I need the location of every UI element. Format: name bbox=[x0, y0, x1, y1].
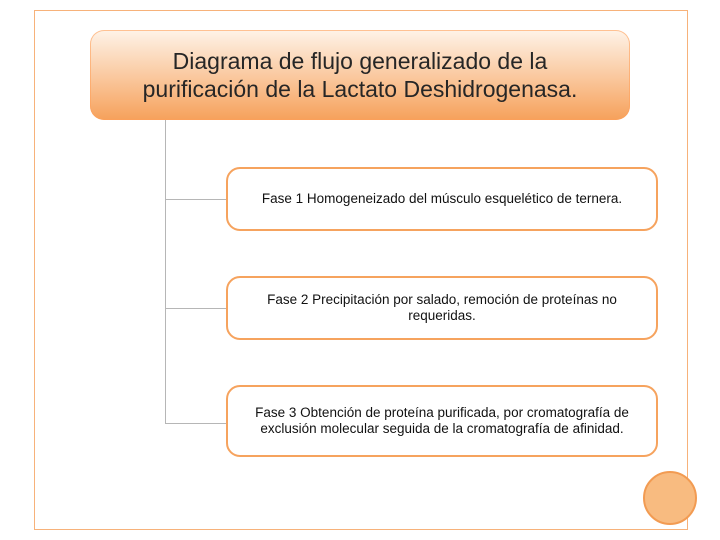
phase-2-text: Precipitación por salado, remoción de pr… bbox=[312, 292, 617, 323]
corner-circle-accent bbox=[643, 471, 697, 525]
phase-3-prefix: Fase 3 bbox=[255, 405, 296, 420]
connector-branch-3 bbox=[165, 423, 226, 424]
connector-branch-1 bbox=[165, 199, 226, 200]
connector-trunk bbox=[165, 120, 166, 423]
phase-1-label: Fase 1 Homogeneizado del músculo esquelé… bbox=[262, 191, 622, 207]
phase-1-text: Homogeneizado del músculo esquelético de… bbox=[307, 191, 622, 206]
connector-branch-2 bbox=[165, 308, 226, 309]
phase-2-label: Fase 2 Precipitación por salado, remoció… bbox=[242, 292, 642, 324]
phase-2-box: Fase 2 Precipitación por salado, remoció… bbox=[226, 276, 658, 340]
slide-root: Diagrama de flujo generalizado de la pur… bbox=[0, 0, 720, 540]
phase-2-prefix: Fase 2 bbox=[267, 292, 308, 307]
phase-1-prefix: Fase 1 bbox=[262, 191, 303, 206]
title-box: Diagrama de flujo generalizado de la pur… bbox=[90, 30, 630, 120]
phase-1-box: Fase 1 Homogeneizado del músculo esquelé… bbox=[226, 167, 658, 231]
phase-3-label: Fase 3 Obtención de proteína purificada,… bbox=[242, 405, 642, 437]
phase-3-text: Obtención de proteína purificada, por cr… bbox=[260, 405, 628, 436]
title-text: Diagrama de flujo generalizado de la pur… bbox=[118, 47, 602, 103]
phase-3-box: Fase 3 Obtención de proteína purificada,… bbox=[226, 385, 658, 457]
